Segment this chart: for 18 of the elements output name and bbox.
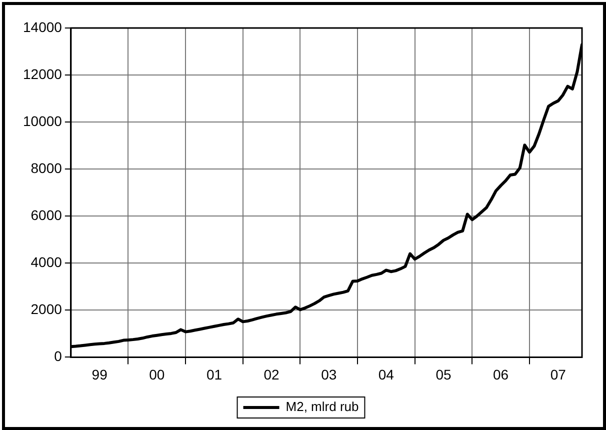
x-tick-label: 04 bbox=[378, 366, 394, 382]
y-tick-label: 8000 bbox=[30, 160, 62, 176]
y-tick-label: 12000 bbox=[22, 66, 62, 82]
x-tick-label: 00 bbox=[149, 366, 165, 382]
x-tick-label: 07 bbox=[550, 366, 566, 382]
y-tick-label: 14000 bbox=[22, 18, 62, 35]
y-tick-label: 10000 bbox=[22, 112, 62, 129]
x-tick-label: 03 bbox=[321, 366, 337, 382]
y-tick-label: 6000 bbox=[30, 206, 62, 223]
x-tick-label: 05 bbox=[436, 366, 452, 382]
legend-label: M2, mlrd rub bbox=[286, 399, 359, 414]
y-tick-label: 4000 bbox=[30, 254, 62, 270]
x-tick-label: 99 bbox=[92, 366, 108, 382]
x-tick-label: 06 bbox=[493, 366, 509, 382]
y-tick-label: 2000 bbox=[30, 301, 62, 318]
x-tick-label: 01 bbox=[206, 366, 222, 382]
y-tick-label: 0 bbox=[54, 348, 62, 364]
x-tick-label: 02 bbox=[264, 366, 280, 382]
